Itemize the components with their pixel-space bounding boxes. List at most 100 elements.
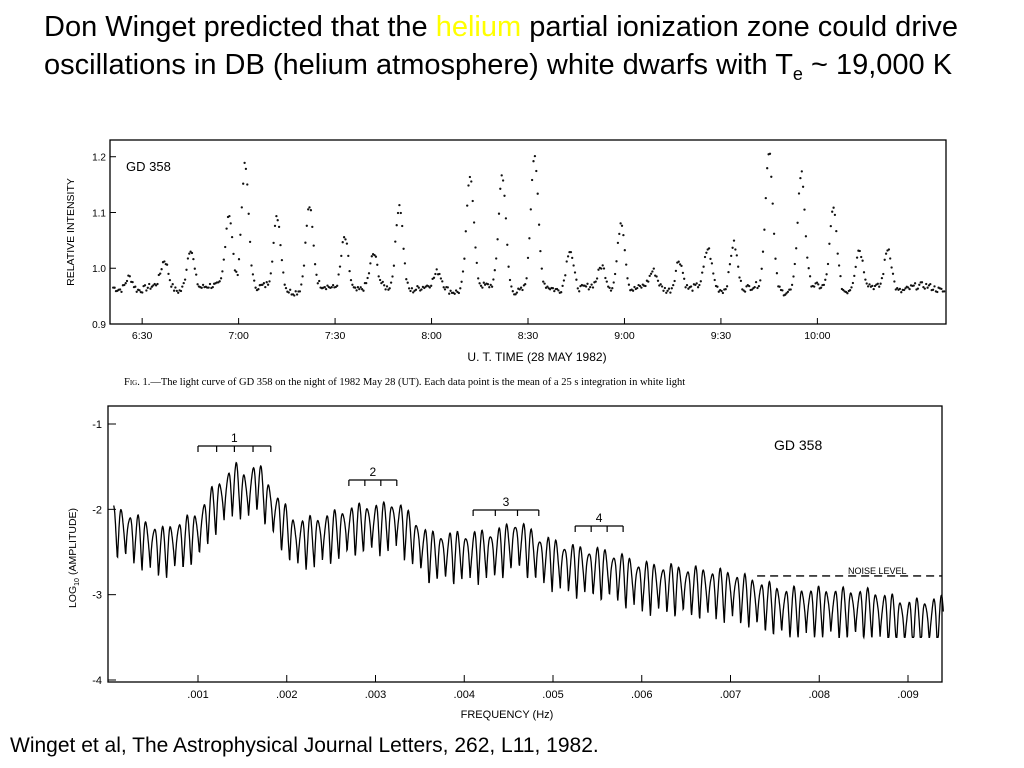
light-curve-point (128, 275, 131, 278)
light-curve-point (601, 264, 604, 267)
light-curve-point (275, 214, 278, 218)
light-curve-point (799, 176, 802, 180)
light-curve-point (172, 289, 176, 292)
light-curve-point (341, 241, 344, 244)
light-curve-point (872, 287, 875, 291)
light-curve-point (882, 272, 885, 276)
light-curve-point (699, 280, 702, 283)
light-curve-point (510, 285, 513, 288)
light-curve-point (539, 249, 542, 253)
light-curve-point (183, 278, 187, 281)
light-curve-point (824, 278, 827, 281)
light-curve-point (543, 282, 546, 285)
light-curve-point (236, 273, 239, 277)
y-tick-label: -1 (92, 419, 102, 431)
light-curve-point (148, 282, 151, 286)
x-tick-label: 8:00 (421, 330, 442, 342)
light-curve-point (167, 272, 170, 276)
light-curve-point (479, 284, 483, 287)
y-tick-label: 1.1 (92, 208, 106, 219)
light-curve-point (561, 284, 564, 288)
light-curve-point (463, 257, 466, 260)
light-curve-point (604, 276, 607, 280)
light-curve-point (660, 285, 664, 288)
light-curve-point (702, 265, 705, 268)
light-curve-point (873, 284, 877, 288)
light-curve-point (772, 232, 776, 235)
light-curve-point (460, 280, 463, 283)
x-tick-label: .008 (809, 689, 830, 701)
light-curve-point (725, 285, 729, 288)
light-curve-point (489, 283, 492, 287)
light-curve-point (113, 286, 116, 289)
light-curve-point (276, 219, 279, 222)
light-curve-point (590, 283, 593, 286)
light-curve-point (703, 255, 707, 259)
light-curve-point (504, 217, 508, 220)
light-curve-point (475, 261, 478, 265)
light-curve-point (611, 287, 614, 290)
light-curve-point (591, 286, 595, 289)
light-curve-frame (109, 139, 947, 325)
light-curve-point (323, 285, 326, 289)
light-curve-point (817, 283, 820, 286)
light-curve-point (295, 293, 299, 296)
light-curve-point (627, 283, 631, 286)
light-curve-point (669, 291, 672, 294)
light-curve-point (613, 272, 617, 276)
light-curve-point (168, 278, 172, 282)
light-curve-point (362, 289, 365, 292)
light-curve-point (795, 247, 798, 250)
light-curve-point (467, 184, 470, 187)
light-curve-point (453, 292, 456, 295)
light-curve-point (448, 292, 451, 295)
light-curve-point (871, 284, 874, 288)
light-curve-point (667, 287, 671, 290)
light-curve-point (764, 196, 767, 200)
light-curve-point (135, 290, 138, 293)
light-curve-point (441, 280, 444, 283)
light-curve-point (836, 252, 839, 255)
light-curve-point (153, 282, 156, 286)
light-curve-point (710, 262, 714, 265)
light-curve-point (889, 257, 892, 260)
title-text-pre: Don Winget predicted that the (44, 11, 436, 43)
light-curve-point (414, 288, 418, 291)
light-curve-point (409, 289, 412, 293)
light-curve-point (756, 286, 759, 290)
light-curve-point (584, 285, 588, 288)
light-curve-point (403, 262, 407, 265)
light-curve-point (449, 289, 452, 292)
light-curve-point (691, 289, 694, 292)
light-curve-overlay-text: Te ~ 24,000 K (610, 169, 703, 186)
power-spectrum-x-label: FREQUENCY (Hz) (461, 709, 554, 721)
x-tick-label: 8:30 (518, 330, 539, 342)
light-curve-point (813, 285, 816, 288)
light-curve-point (648, 274, 651, 278)
light-curve-point (655, 275, 658, 278)
light-curve-point (268, 280, 271, 283)
light-curve-point (395, 224, 398, 227)
light-curve-point (279, 243, 282, 247)
light-curve-point (731, 246, 734, 249)
x-tick-label: .004 (454, 689, 475, 701)
light-curve-point (434, 272, 437, 276)
light-curve-point (177, 291, 180, 294)
x-tick-label: .002 (276, 689, 297, 701)
light-curve-point (471, 199, 474, 203)
x-tick-label: 6:30 (132, 330, 153, 342)
light-curve-point (865, 282, 868, 285)
light-curve-x-label: U. T. TIME (28 MAY 1982) (467, 350, 606, 364)
light-curve-point (623, 249, 626, 252)
light-curve-point (898, 287, 902, 291)
light-curve-point (754, 280, 758, 284)
light-curve-point (553, 289, 556, 293)
light-curve-point (373, 253, 376, 257)
light-curve-point (146, 286, 149, 289)
light-curve-point (464, 230, 467, 233)
light-curve-point (435, 268, 438, 271)
light-curve-point (247, 212, 250, 215)
light-curve-y-label: RELATIVE INTENSITY (65, 178, 77, 286)
light-curve-point (124, 282, 127, 285)
light-curve-point (673, 279, 676, 283)
